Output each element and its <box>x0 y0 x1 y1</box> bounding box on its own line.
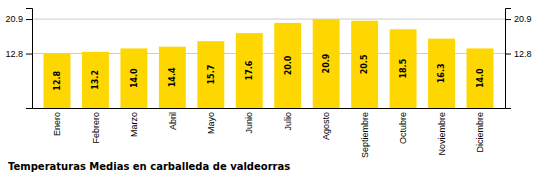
bar <box>120 48 147 108</box>
tick-mark <box>26 19 32 20</box>
data-label: 20.0 <box>284 55 293 75</box>
y-axis: 12.8 20.9 <box>5 9 32 109</box>
tick: Diciembre <box>475 108 485 153</box>
bar <box>44 54 71 108</box>
tick: Agosto <box>321 108 331 140</box>
tick-label: Enero <box>52 112 62 136</box>
tick-label: 20.9 <box>5 14 23 24</box>
tick-mark <box>505 19 511 20</box>
tick: Mayo <box>206 108 216 134</box>
tick-mark <box>505 54 511 55</box>
data-label: 16.3 <box>437 63 446 83</box>
tick-label: 12.8 <box>5 49 23 59</box>
tick-label: 12.8 <box>514 49 532 59</box>
bar <box>428 39 455 108</box>
axis-line <box>33 108 506 109</box>
axis-line <box>506 9 512 109</box>
tick-label: Junio <box>244 112 254 134</box>
tick-label: Noviembre <box>437 112 447 156</box>
bar <box>313 19 340 108</box>
bar <box>351 21 378 108</box>
grid-line <box>32 19 505 20</box>
tick-label: Septiembre <box>360 112 370 158</box>
tick: Enero <box>52 108 62 136</box>
tick: Octubre <box>398 108 408 144</box>
tick: Noviembre <box>437 108 447 156</box>
bar <box>274 23 301 108</box>
tick-mark <box>26 54 32 55</box>
data-label: 15.7 <box>207 65 216 85</box>
chart: 12.8 13.2 14.0 14.4 15.7 17.6 20.0 20.9 20.5 18.5… <box>0 0 537 174</box>
axis-line <box>26 9 33 109</box>
y-axis-right: 12.8 20.9 <box>505 9 532 109</box>
x-axis: Enero Febrero Marzo Abril Mayo Junio Julio Agos… <box>33 108 506 158</box>
data-labels: 12.8 13.2 14.0 14.4 15.7 17.6 20.0 20.9 20.5 18.5… <box>53 53 485 90</box>
tick: Julio <box>283 108 293 131</box>
tick: 12.8 <box>505 49 532 59</box>
data-label: 13.2 <box>91 70 100 90</box>
tick-label: Abril <box>168 112 178 130</box>
bar <box>82 52 109 108</box>
tick: 20.9 <box>505 14 532 24</box>
data-label: 14.0 <box>476 68 485 88</box>
data-label: 20.9 <box>322 53 331 73</box>
tick: Abril <box>168 108 178 130</box>
tick: 20.9 <box>5 14 32 24</box>
bar <box>236 33 263 108</box>
bar <box>467 48 494 108</box>
tick-label: Julio <box>283 112 293 131</box>
data-label: 17.6 <box>245 60 254 80</box>
bars <box>44 19 494 108</box>
bar <box>159 47 186 108</box>
data-label: 18.5 <box>399 58 408 78</box>
data-label: 14.0 <box>130 68 139 88</box>
tick-label: Marzo <box>129 112 139 137</box>
tick: 12.8 <box>5 49 32 59</box>
data-label: 20.5 <box>360 54 369 74</box>
tick: Marzo <box>129 108 139 137</box>
tick-label: Mayo <box>206 112 216 134</box>
tick: Febrero <box>91 108 101 144</box>
tick-label: Agosto <box>321 112 331 140</box>
tick-label: Octubre <box>398 112 408 144</box>
tick: Junio <box>244 108 254 134</box>
tick-label: Febrero <box>91 112 101 144</box>
bar <box>390 29 417 108</box>
data-label: 14.4 <box>168 67 177 87</box>
title: Temperaturas Medias en carballeda de val… <box>8 161 290 172</box>
bar <box>197 41 224 108</box>
data-label: 12.8 <box>53 70 62 90</box>
tick: Septiembre <box>360 108 370 158</box>
tick-label: Diciembre <box>475 112 485 153</box>
tick-label: 20.9 <box>514 14 532 24</box>
